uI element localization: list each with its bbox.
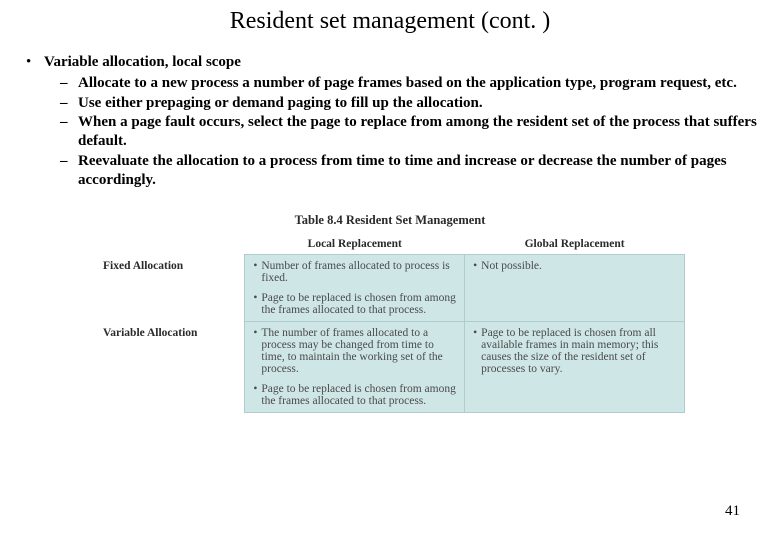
cell-bullet: The number of frames allocated to a proc…: [253, 327, 456, 375]
table-row: Variable Allocation The number of frames…: [95, 322, 685, 413]
sub-bullet: Allocate to a new process a number of pa…: [78, 74, 760, 93]
table-header-blank: [95, 234, 245, 255]
cell-variable-global: Page to be replaced is chosen from all a…: [465, 322, 685, 413]
bullet-item: Variable allocation, local scope Allocat…: [44, 53, 760, 189]
row-label-variable: Variable Allocation: [95, 322, 245, 413]
cell-bullet: Not possible.: [473, 260, 676, 272]
table-header-local: Local Replacement: [245, 234, 465, 255]
cell-bullet: Page to be replaced is chosen from among…: [253, 292, 456, 316]
page-number: 41: [725, 503, 740, 520]
slide: Resident set management (cont. ) Variabl…: [0, 0, 780, 413]
table-figure: Table 8.4 Resident Set Management Local …: [95, 213, 685, 413]
table-header-row: Local Replacement Global Replacement: [95, 234, 685, 255]
resident-set-table: Local Replacement Global Replacement Fix…: [95, 234, 685, 413]
table-header-global: Global Replacement: [465, 234, 685, 255]
table-caption: Table 8.4 Resident Set Management: [95, 213, 685, 234]
cell-bullet: Number of frames allocated to process is…: [253, 260, 456, 284]
cell-fixed-global: Not possible.: [465, 255, 685, 322]
row-label-fixed: Fixed Allocation: [95, 255, 245, 322]
bullet-lead: Variable allocation, local scope: [44, 54, 241, 70]
cell-fixed-local: Number of frames allocated to process is…: [245, 255, 465, 322]
cell-bullet: Page to be replaced is chosen from all a…: [473, 327, 676, 375]
slide-title: Resident set management (cont. ): [20, 8, 760, 35]
sub-bullet-list: Allocate to a new process a number of pa…: [44, 74, 760, 190]
sub-bullet: Use either prepaging or demand paging to…: [78, 94, 760, 113]
cell-bullet: Page to be replaced is chosen from among…: [253, 383, 456, 407]
sub-bullet: Reevaluate the allocation to a process f…: [78, 152, 760, 190]
bullet-list: Variable allocation, local scope Allocat…: [20, 53, 760, 189]
sub-bullet: When a page fault occurs, select the pag…: [78, 113, 760, 151]
cell-variable-local: The number of frames allocated to a proc…: [245, 322, 465, 413]
table-row: Fixed Allocation Number of frames alloca…: [95, 255, 685, 322]
